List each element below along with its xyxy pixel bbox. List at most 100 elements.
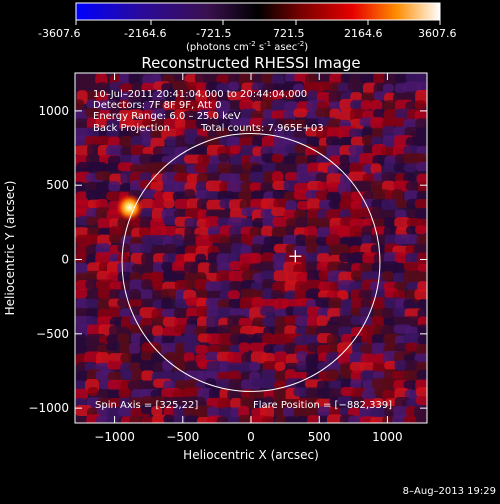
heatmap-cell: [326, 234, 341, 247]
heatmap-cell: [75, 252, 88, 263]
heatmap-cell: [305, 405, 320, 415]
heatmap-cell: [230, 398, 243, 410]
heatmap-cell: [216, 127, 233, 137]
heatmap-cell: [415, 344, 427, 357]
heatmap-cell: [161, 288, 178, 300]
colorbar-tick-label: 3607.6: [418, 27, 457, 40]
heatmap-cell: [107, 360, 124, 370]
heatmap-cell: [95, 117, 107, 129]
heatmap-cell: [194, 73, 209, 85]
heatmap-cell: [370, 244, 385, 255]
heatmap-cell: [394, 360, 409, 371]
heatmap-cell: [96, 352, 110, 367]
heatmap-cell: [260, 306, 276, 317]
heatmap-cell: [252, 317, 266, 329]
heatmap-cell: [403, 380, 417, 390]
y-tick-label: 0: [61, 253, 69, 267]
heatmap-cell: [140, 198, 155, 211]
heatmap-cell: [95, 182, 110, 192]
heatmap-cell: [359, 306, 372, 316]
heatmap-cell: [183, 352, 195, 363]
heatmap-cell: [316, 81, 333, 91]
heatmap-cell: [151, 405, 163, 416]
heatmap-cell: [183, 100, 201, 112]
heatmap-cell: [205, 378, 217, 391]
heatmap-cell: [97, 218, 112, 230]
heatmap-cell: [131, 263, 144, 273]
heatmap-cell: [417, 335, 427, 345]
heatmap-cell: [249, 171, 266, 184]
heatmap-cell: [348, 171, 368, 182]
heatmap-cell: [326, 414, 343, 423]
heatmap-cell: [362, 82, 377, 95]
heatmap-cell: [261, 225, 274, 237]
heatmap-cell: [152, 414, 167, 423]
heatmap-cell: [141, 189, 158, 199]
heatmap-cell: [128, 73, 140, 86]
heatmap-cell: [293, 306, 310, 319]
heatmap-cell: [106, 342, 118, 352]
heatmap-cell: [326, 136, 341, 147]
heatmap-cell: [195, 344, 209, 354]
heatmap-cell: [305, 325, 320, 337]
heatmap-cell: [296, 171, 309, 184]
heatmap-cell: [348, 81, 360, 92]
heatmap-cell: [120, 83, 134, 93]
heatmap-cell: [381, 271, 393, 282]
heatmap-cell: [196, 306, 210, 317]
heatmap-cell: [296, 163, 310, 174]
heatmap-cell: [118, 73, 130, 85]
heatmap-cell: [317, 181, 329, 191]
heatmap-cell: [283, 119, 299, 130]
footer-date: 8–Aug–2013 19:29: [403, 486, 496, 497]
heatmap-cell: [371, 334, 387, 345]
heatmap-cell: [195, 82, 209, 93]
heatmap-cell: [417, 271, 427, 283]
heatmap-cell: [416, 81, 427, 93]
heatmap-cell: [141, 279, 153, 291]
heatmap-cell: [262, 288, 274, 302]
heatmap-cell: [414, 109, 427, 121]
heatmap-cell: [227, 91, 244, 101]
heatmap-cell: [161, 342, 178, 355]
heatmap-cell: [162, 180, 179, 194]
heatmap-cell: [383, 73, 397, 84]
heatmap-cell: [216, 217, 231, 227]
heatmap-cell: [296, 351, 309, 362]
heatmap-cell: [117, 333, 130, 344]
heatmap-cell: [326, 369, 340, 380]
heatmap-cell: [150, 181, 164, 192]
heatmap-cell: [106, 162, 122, 172]
heatmap-cell: [405, 73, 420, 83]
spin-axis-label: Spin Axis = [325,22]: [95, 400, 198, 411]
heatmap-cell: [75, 333, 87, 345]
heatmap-cell: [85, 234, 101, 245]
heatmap-cell: [403, 261, 421, 271]
colorbar-tick-label: -3607.6: [38, 27, 80, 40]
heatmap-cell: [271, 153, 284, 163]
heatmap-cell: [153, 261, 165, 275]
heatmap-cell: [293, 387, 310, 397]
heatmap-cell: [296, 360, 308, 370]
heatmap-cell: [86, 99, 99, 109]
heatmap-cell: [329, 406, 341, 417]
heatmap-cell: [405, 234, 420, 245]
x-tick-label: 1000: [372, 430, 403, 444]
heatmap-cell: [337, 396, 353, 406]
heatmap-cell: [361, 334, 374, 346]
heatmap-cell: [106, 334, 119, 344]
heatmap-cell: [415, 162, 427, 172]
heatmap-cell: [296, 415, 309, 423]
heatmap-cell: [128, 416, 142, 423]
heatmap-cell: [272, 171, 284, 184]
heatmap-cell: [139, 153, 155, 165]
heatmap-cell: [120, 182, 133, 192]
heatmap-cell: [261, 118, 280, 129]
heatmap-cell: [284, 416, 297, 423]
heatmap-cell: [107, 272, 122, 282]
heatmap-cell: [403, 271, 420, 285]
y-tick-label: −500: [36, 327, 69, 341]
x-tick-label: 0: [247, 430, 255, 444]
chart-title: Reconstructed RHESSI Image: [141, 54, 360, 72]
